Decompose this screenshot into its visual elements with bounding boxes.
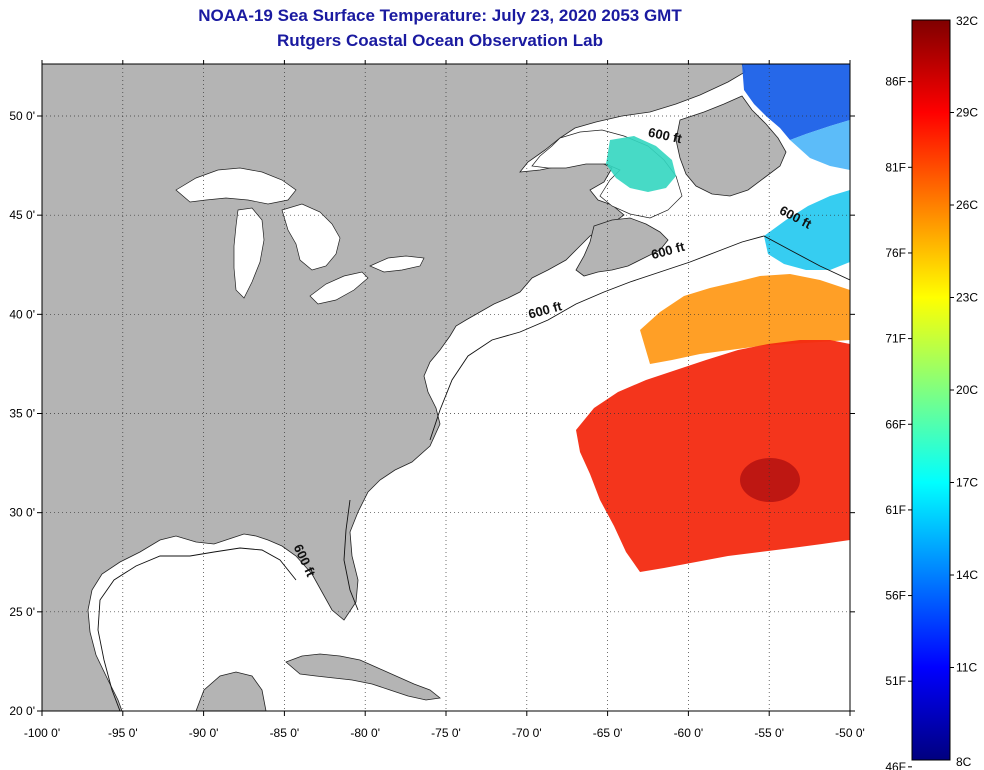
- fahrenheit-label: 81F: [885, 160, 906, 174]
- isobath-line-florida: [343, 499, 359, 611]
- celsius-label: 17C: [956, 476, 978, 490]
- lon-tick-label: -50 0': [835, 726, 865, 740]
- fahrenheit-label: 71F: [885, 332, 906, 346]
- north-america-land: [42, 64, 746, 711]
- lat-tick-label: 45 0': [9, 208, 35, 222]
- lon-tick-label: -55 0': [754, 726, 784, 740]
- lat-tick-label: 30 0': [9, 506, 35, 520]
- sst-labrador-edge: [790, 120, 850, 170]
- map-gridlines: [42, 64, 850, 711]
- lake-erie: [309, 271, 369, 305]
- celsius-label: 29C: [956, 106, 978, 120]
- celsius-label: 23C: [956, 291, 978, 305]
- fahrenheit-label: 86F: [885, 75, 906, 89]
- fahrenheit-label: 46F: [885, 760, 906, 770]
- lat-tick-label: 35 0': [9, 407, 35, 421]
- sst-newfoundland-shelf: [764, 190, 850, 270]
- newfoundland-land: [675, 95, 787, 197]
- sst-gulf-stream-hot: [576, 340, 850, 572]
- fahrenheit-label: 66F: [885, 417, 906, 431]
- lon-tick-label: -90 0': [189, 726, 219, 740]
- colorbar: [911, 19, 951, 761]
- isobath-line-gulf: [97, 547, 297, 711]
- lake-superior: [175, 167, 297, 205]
- fahrenheit-label: 76F: [885, 246, 906, 260]
- fahrenheit-label: 61F: [885, 503, 906, 517]
- lat-tick-label: 20 0': [9, 704, 35, 718]
- cuba-land: [285, 653, 441, 701]
- lon-tick-label: -100 0': [24, 726, 60, 740]
- lake-ontario: [369, 255, 425, 273]
- lon-tick-label: -95 0': [108, 726, 138, 740]
- lon-tick-label: -80 0': [350, 726, 380, 740]
- lon-tick-label: -85 0': [270, 726, 300, 740]
- fahrenheit-label: 56F: [885, 589, 906, 603]
- lat-tick-label: 25 0': [9, 605, 35, 619]
- celsius-label: 11C: [956, 661, 977, 675]
- map-subtitle: Rutgers Coastal Ocean Observation Lab: [277, 31, 603, 50]
- latitude-axis: 50 0' 45 0' 40 0' 35 0' 30 0' 25 0' 20 0': [9, 109, 855, 718]
- lon-tick-label: -75 0': [431, 726, 461, 740]
- isobath-line-east: [429, 235, 850, 441]
- longitude-axis: -100 0' -95 0' -90 0' -85 0' -80 0' -75 0' -70…: [24, 60, 865, 740]
- colorbar-ticks: 32C 8C 29C 26C 23C 20C 17C 14C 11C 86F 81F 76F 71F 66…: [885, 14, 978, 770]
- lon-tick-label: -65 0': [593, 726, 623, 740]
- lat-tick-label: 50 0': [9, 109, 35, 123]
- sst-gulf-stlawrence-cool: [606, 136, 676, 192]
- nova-scotia-land: [575, 217, 669, 277]
- sst-sargasso-core: [740, 458, 800, 502]
- celsius-label: 26C: [956, 198, 978, 212]
- lon-tick-label: -60 0': [674, 726, 704, 740]
- lake-michigan: [233, 207, 265, 299]
- colorbar-bottom-label: 8C: [956, 755, 972, 769]
- lake-huron: [281, 203, 341, 271]
- lon-tick-label: -70 0': [512, 726, 542, 740]
- fahrenheit-label: 51F: [885, 674, 906, 688]
- map-title: NOAA-19 Sea Surface Temperature: July 23…: [198, 6, 682, 25]
- celsius-label: 20C: [956, 383, 978, 397]
- celsius-label: 14C: [956, 568, 978, 582]
- colorbar-top-label: 32C: [956, 14, 978, 28]
- yucatan-land: [195, 671, 267, 711]
- sst-labrador-cold: [742, 64, 850, 140]
- lat-tick-label: 40 0': [9, 307, 35, 321]
- isobath-label: 600 ft: [647, 125, 684, 147]
